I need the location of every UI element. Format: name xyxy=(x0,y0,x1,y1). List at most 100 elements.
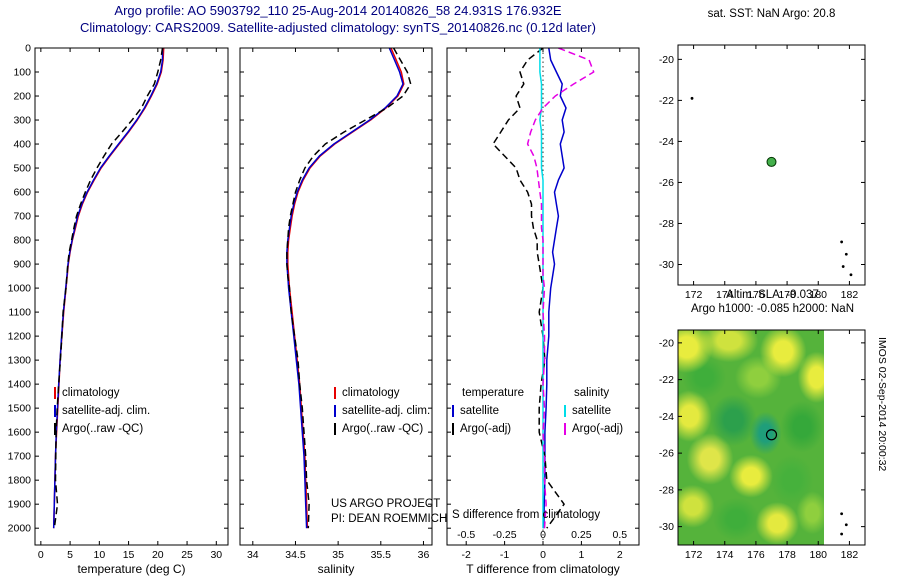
island-dot xyxy=(849,273,853,277)
x-tick-label: 182 xyxy=(841,549,859,561)
salinity-legend: climatology satellite-adj. clim. Argo(..… xyxy=(334,384,430,438)
sla-title-line2: Argo h1000: -0.085 h2000: NaN xyxy=(690,303,855,315)
sst-axes-box xyxy=(677,44,866,286)
legend-item: satellite xyxy=(564,402,623,420)
legend-header: temperature xyxy=(462,387,525,399)
legend-label: satellite-adj. clim. xyxy=(62,405,151,417)
y-tick-label: 300 xyxy=(13,115,31,127)
s-tick-label: -0.25 xyxy=(493,529,517,541)
legend-line-sample xyxy=(564,405,566,417)
y-tick-label: -24 xyxy=(659,411,674,423)
y-tick-label: 700 xyxy=(13,211,31,223)
y-tick-label: -30 xyxy=(659,521,674,533)
y-tick-label: 1300 xyxy=(8,355,32,367)
t-difference-axis-label: T difference from climatology xyxy=(466,562,620,576)
x-tick-label: 35.5 xyxy=(371,549,392,561)
x-tick-label: 176 xyxy=(747,549,765,561)
legend-label: Argo(..raw -QC) xyxy=(342,423,424,435)
series-argo-raw-qc xyxy=(53,48,164,529)
series-t-diff-satellite xyxy=(543,48,567,529)
figure-title-line1: Argo profile: AO 5903792_110 25-Aug-2014… xyxy=(114,3,562,18)
island-dot xyxy=(844,252,848,256)
legend-header: salinity xyxy=(574,387,610,399)
x-tick-label: 178 xyxy=(778,549,796,561)
legend-item: Argo(-adj) xyxy=(452,420,548,438)
legend-item: satellite xyxy=(452,402,548,420)
legend-item: Argo(..raw -QC) xyxy=(54,420,150,438)
y-tick-label: -22 xyxy=(659,374,674,386)
legend-label: Argo(-adj) xyxy=(572,423,624,435)
legend-label: satellite-adj. clim. xyxy=(342,405,431,417)
y-tick-label: -24 xyxy=(659,136,674,148)
diff-axes-box xyxy=(446,47,640,546)
y-tick-label: 0 xyxy=(25,43,31,55)
island-dot xyxy=(840,532,844,536)
legend-line-sample xyxy=(334,387,336,399)
s-tick-label: 0.5 xyxy=(612,529,627,541)
x-tick-label: 172 xyxy=(685,549,703,561)
x-tick-label: 25 xyxy=(181,549,193,561)
series-climatology xyxy=(52,48,165,529)
x-tick-label: 180 xyxy=(809,549,827,561)
y-tick-label: 1600 xyxy=(8,427,32,439)
s-difference-axis-label: S difference from climatology xyxy=(452,509,601,521)
legend-line-sample xyxy=(54,387,56,399)
temp-axes-box xyxy=(34,47,229,546)
series-s-diff-argo xyxy=(526,48,595,529)
legend-label: satellite xyxy=(460,405,499,417)
legend-line-sample xyxy=(334,405,336,417)
s-tick-label: 0 xyxy=(540,529,546,541)
y-tick-label: 200 xyxy=(13,91,31,103)
island-dot xyxy=(841,265,845,268)
series-argo-raw-qc xyxy=(286,48,412,529)
legend-label: climatology xyxy=(342,387,400,399)
difference-legend-salinity-column: salinity satellite Argo(-adj) xyxy=(564,384,623,438)
series-satellite-adjusted-climatology xyxy=(52,48,164,529)
s-tick-label: -0.5 xyxy=(457,529,475,541)
y-tick-label: 1100 xyxy=(8,307,31,319)
y-tick-label: -20 xyxy=(659,54,674,66)
x-tick-label: 35 xyxy=(332,549,344,561)
x-tick-label: 34 xyxy=(247,549,259,561)
legend-line-sample xyxy=(452,423,454,435)
y-tick-label: 1500 xyxy=(8,403,32,415)
temperature-axis-label: temperature (deg C) xyxy=(77,562,186,576)
island-dot xyxy=(840,240,844,244)
legend-item: satellite-adj. clim. xyxy=(54,402,150,420)
y-tick-label: -22 xyxy=(659,95,674,107)
y-tick-label: -28 xyxy=(659,484,674,496)
legend-line-sample xyxy=(54,423,56,435)
legend-line-sample xyxy=(564,423,566,435)
us-argo-project-text: US ARGO PROJECT xyxy=(331,498,441,510)
y-tick-label: 1400 xyxy=(8,379,32,391)
y-tick-label: 500 xyxy=(13,163,31,175)
x-tick-label: 10 xyxy=(93,549,105,561)
figure-title-line2: Climatology: CARS2009. Satellite-adjuste… xyxy=(80,20,596,35)
legend-label: Argo(-adj) xyxy=(460,423,512,435)
sla-title-line1: Altim. SLA: -0.037 xyxy=(726,289,819,301)
sst-panel: 172 174 176 178 180 182-20-22-24-26-28-30 xyxy=(659,44,866,301)
x-tick-label: 34.5 xyxy=(285,549,306,561)
sst-map-title: sat. SST: NaN Argo: 20.8 xyxy=(707,8,836,20)
legend-line-sample xyxy=(452,405,454,417)
temp-panel: 0 5 10 15 20 25 300100200300400500600700800900… xyxy=(8,43,229,561)
series-s-diff-satellite xyxy=(539,48,544,529)
x-tick-label: 0 xyxy=(540,549,546,561)
y-tick-label: -30 xyxy=(659,259,674,271)
y-tick-label: 1900 xyxy=(8,499,32,511)
imos-timestamp: IMOS 02-Sep-2014 20:00:32 xyxy=(876,337,888,472)
legend-item: Argo(-adj) xyxy=(564,420,623,438)
legend-item: climatology xyxy=(334,384,430,402)
y-tick-label: 2000 xyxy=(8,523,32,535)
y-tick-label: 1700 xyxy=(8,451,32,463)
x-tick-label: 15 xyxy=(123,549,135,561)
y-tick-label: 800 xyxy=(13,235,31,247)
x-tick-label: 5 xyxy=(67,549,73,561)
salinity-axis-label: salinity xyxy=(317,562,355,576)
difference-legend: temperature satellite Argo(-adj) salinit… xyxy=(452,384,623,438)
legend-line-sample xyxy=(334,423,336,435)
x-tick-label: -1 xyxy=(500,549,509,561)
y-tick-label: -20 xyxy=(659,337,674,349)
x-tick-label: 0 xyxy=(38,549,44,561)
